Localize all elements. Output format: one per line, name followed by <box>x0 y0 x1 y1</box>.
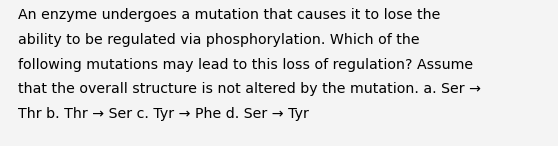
Text: ability to be regulated via phosphorylation. Which of the: ability to be regulated via phosphorylat… <box>18 33 420 47</box>
Text: An enzyme undergoes a mutation that causes it to lose the: An enzyme undergoes a mutation that caus… <box>18 8 440 22</box>
Text: Thr b. Thr → Ser c. Tyr → Phe d. Ser → Tyr: Thr b. Thr → Ser c. Tyr → Phe d. Ser → T… <box>18 107 309 121</box>
Text: following mutations may lead to this loss of regulation? Assume: following mutations may lead to this los… <box>18 58 473 72</box>
Text: that the overall structure is not altered by the mutation. a. Ser →: that the overall structure is not altere… <box>18 82 481 96</box>
